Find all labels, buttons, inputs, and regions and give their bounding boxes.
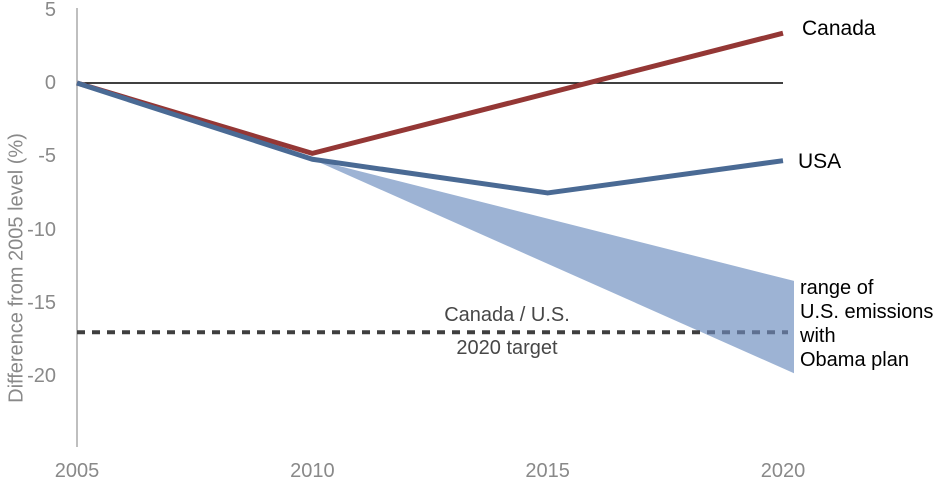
target-label-line1: Canada / U.S. [444,304,570,326]
y-tick-label: -5 [38,145,56,168]
y-tick-label: -20 [27,365,56,388]
y-tick-label: 5 [44,0,56,21]
target-label-line2: 2020 target [456,337,558,359]
canada-line [76,30,784,156]
x-tick-label: 2020 [760,460,806,482]
usa-line [76,80,784,196]
x-tick-label: 2005 [54,460,100,482]
y-axis-title: Difference from 2005 level (%) [5,133,28,403]
obama-range-label: range of U.S. emissions with Obama plan [800,277,934,371]
x-tick-label: 2015 [525,460,570,482]
y-tick-label: 0 [44,72,56,94]
canada-series-label: Canada [802,17,876,40]
usa-series-label: USA [798,150,842,173]
y-tick-label: -15 [27,291,56,314]
x-tick-label: 2010 [290,460,335,482]
y-tick-label: -10 [27,218,56,241]
obama-range-band [312,159,794,374]
